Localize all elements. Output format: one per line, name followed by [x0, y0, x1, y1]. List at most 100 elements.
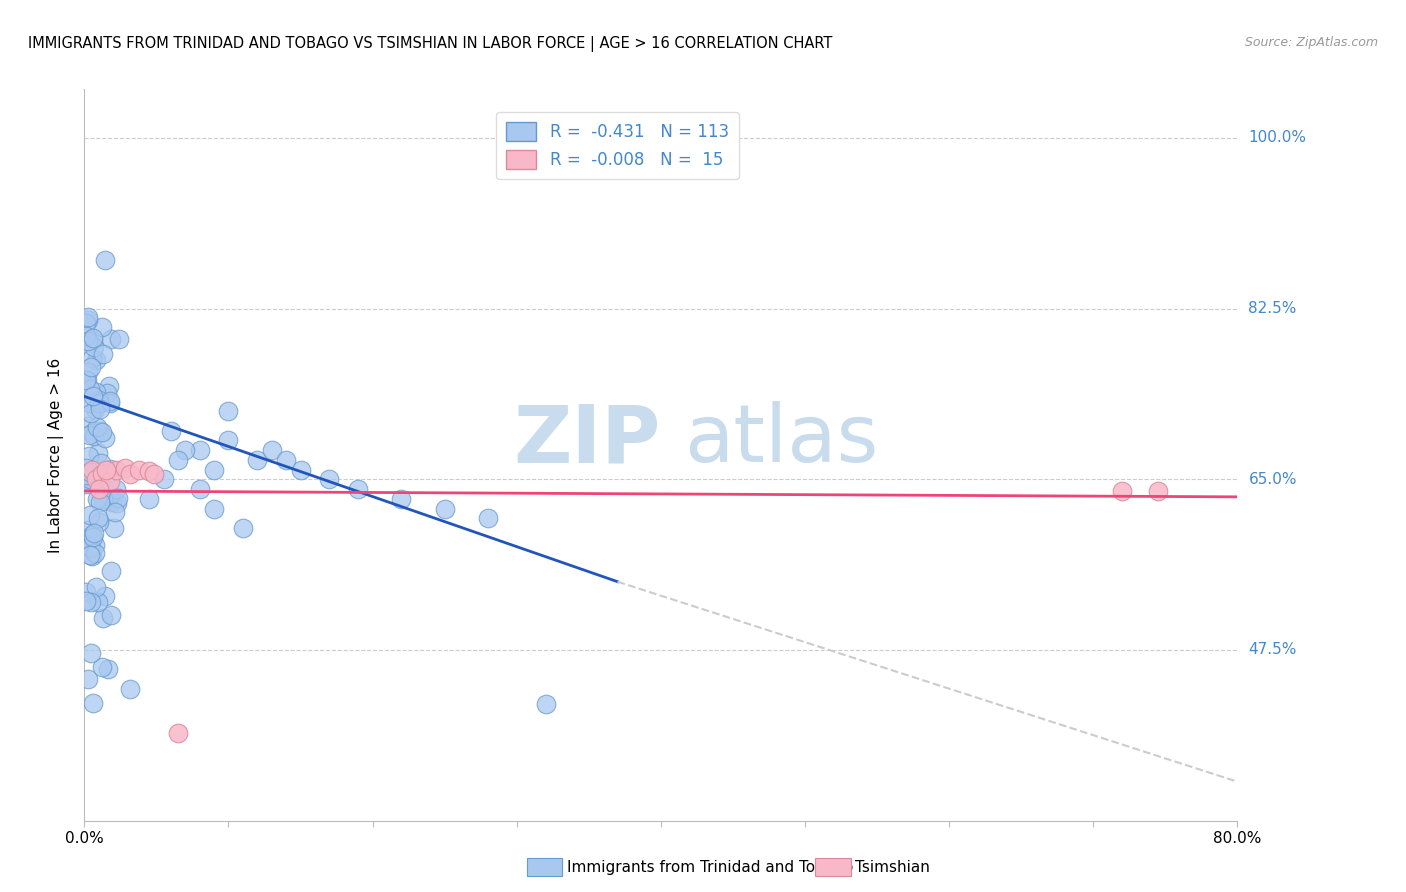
- Point: [118, 681, 141, 696]
- Point: [90, 467, 112, 482]
- Point: [202, 501, 225, 516]
- Point: [91, 346, 114, 360]
- Point: [167, 452, 190, 467]
- Y-axis label: In Labor Force | Age > 16: In Labor Force | Age > 16: [48, 358, 63, 552]
- Point: [82, 331, 104, 345]
- Point: [77, 449, 100, 463]
- Point: [77, 524, 100, 538]
- Point: [534, 697, 557, 711]
- Point: [79, 382, 101, 396]
- Point: [98, 393, 121, 408]
- Point: [87, 595, 110, 609]
- Point: [87, 396, 110, 410]
- Point: [100, 607, 122, 622]
- Point: [79, 646, 101, 660]
- Text: ZIP: ZIP: [513, 401, 661, 479]
- Point: [94, 431, 117, 445]
- Point: [107, 332, 129, 346]
- Point: [290, 462, 312, 476]
- Text: 82.5%: 82.5%: [1249, 301, 1296, 316]
- Point: [75, 329, 97, 343]
- Point: [188, 482, 211, 496]
- Point: [79, 465, 101, 479]
- Point: [75, 594, 97, 608]
- Point: [138, 465, 160, 479]
- Text: Tsimshian: Tsimshian: [855, 861, 929, 875]
- Point: [87, 482, 110, 496]
- Point: [174, 443, 197, 458]
- Point: [104, 505, 127, 519]
- Point: [82, 528, 104, 542]
- Point: [93, 611, 115, 625]
- Point: [86, 419, 108, 434]
- Point: [98, 461, 121, 475]
- Point: [75, 460, 97, 475]
- Point: [103, 521, 125, 535]
- Point: [188, 443, 211, 458]
- Point: [86, 492, 108, 507]
- Point: [91, 491, 114, 506]
- Point: [89, 424, 111, 438]
- Point: [96, 386, 118, 401]
- Point: [79, 472, 101, 486]
- Point: [75, 373, 97, 387]
- Point: [82, 388, 104, 402]
- Point: [75, 467, 97, 482]
- Point: [77, 313, 100, 327]
- Point: [76, 365, 98, 379]
- Point: [260, 443, 283, 458]
- Point: [100, 564, 122, 578]
- Point: [83, 401, 105, 416]
- Point: [97, 662, 120, 676]
- Point: [167, 726, 190, 740]
- Point: [82, 530, 104, 544]
- Point: [84, 385, 107, 400]
- Point: [79, 548, 101, 562]
- Point: [80, 406, 103, 420]
- Text: atlas: atlas: [683, 401, 879, 479]
- Point: [79, 471, 101, 485]
- Point: [91, 425, 114, 440]
- Point: [76, 373, 98, 387]
- Point: [77, 473, 100, 487]
- Text: Source: ZipAtlas.com: Source: ZipAtlas.com: [1244, 36, 1378, 49]
- Point: [477, 511, 499, 525]
- Point: [82, 696, 104, 710]
- Text: 100.0%: 100.0%: [1249, 130, 1306, 145]
- Point: [79, 541, 101, 555]
- Point: [86, 446, 108, 460]
- Point: [90, 320, 112, 334]
- Point: [142, 467, 165, 482]
- Point: [232, 521, 254, 535]
- Point: [98, 489, 121, 503]
- Point: [87, 515, 110, 529]
- Point: [79, 595, 101, 609]
- Point: [120, 467, 142, 482]
- Point: [82, 549, 104, 563]
- Point: [89, 495, 111, 509]
- Point: [83, 468, 105, 483]
- Point: [90, 456, 112, 470]
- Point: [94, 462, 117, 476]
- Point: [83, 341, 105, 355]
- Point: [93, 252, 115, 267]
- Point: [1111, 483, 1133, 498]
- Point: [218, 404, 240, 418]
- Point: [75, 585, 97, 599]
- Point: [100, 494, 122, 508]
- Point: [114, 460, 136, 475]
- Point: [82, 425, 104, 440]
- Point: [79, 508, 101, 522]
- Point: [75, 316, 97, 330]
- Point: [160, 424, 183, 438]
- Point: [105, 462, 128, 476]
- Point: [128, 462, 150, 476]
- Point: [84, 472, 107, 486]
- Point: [98, 475, 121, 489]
- Point: [152, 472, 174, 486]
- Point: [79, 396, 101, 410]
- Point: [138, 491, 160, 506]
- Point: [347, 482, 370, 496]
- Text: Immigrants from Trinidad and Tobago: Immigrants from Trinidad and Tobago: [567, 861, 853, 875]
- Point: [89, 402, 111, 417]
